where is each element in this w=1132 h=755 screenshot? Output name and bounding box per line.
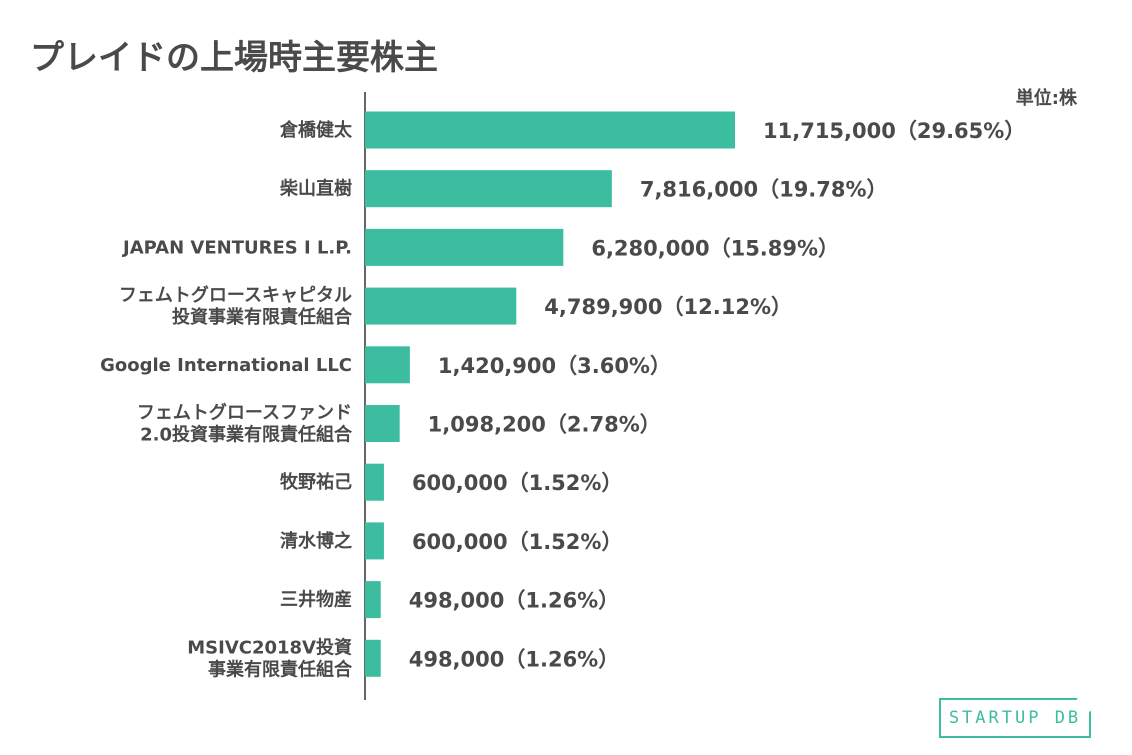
bar-5 [365,405,400,442]
bar-1 [365,170,612,208]
category-label-9-line-1: 事業有限責任組合 [208,658,353,680]
value-label-3: 4,789,900（12.12%） [544,295,792,319]
category-label-9-line-0: MSIVC2018V投資 [187,636,352,658]
category-label-7: 清水博之 [280,530,352,552]
value-label-7: 600,000（1.52%） [412,530,623,554]
value-label-6: 600,000（1.52%） [412,471,623,495]
category-label-4: Google International LLC [100,355,352,376]
value-label-0: 11,715,000（29.65%） [763,119,1025,143]
bar-4 [365,346,410,384]
bar-6 [365,463,384,501]
value-label-5: 1,098,200（2.78%） [428,413,661,437]
category-label-5-line-1: 2.0投資事業有限責任組合 [140,424,353,446]
category-label-3-line-1: 投資事業有限責任組合 [172,306,353,328]
chart-title: プレイドの上場時主要株主 [30,38,438,78]
value-label-9: 498,000（1.26%） [409,647,620,671]
category-label-2: JAPAN VENTURES I L.P. [121,237,352,258]
bar-3 [365,287,517,325]
startup-db-logo: STARTUP DB [939,698,1091,738]
category-label-6: 牧野祐己 [280,471,352,493]
unit-label: 単位:株 [1015,88,1077,109]
value-label-8: 498,000（1.26%） [409,589,620,613]
bar-8 [365,581,381,619]
value-label-2: 6,280,000（15.89%） [591,236,839,260]
category-label-3-line-0: フェムトグロースキャピタル [119,284,352,306]
category-label-8: 三井物産 [280,589,352,611]
bar-2 [365,228,564,266]
bar-0 [365,111,735,149]
bar-7 [365,522,384,560]
category-label-0: 倉橋健太 [279,119,353,141]
category-label-1: 柴山直樹 [279,178,352,200]
value-label-4: 1,420,900（3.60%） [438,354,671,378]
bar-9 [365,639,381,677]
value-label-1: 7,816,000（19.78%） [640,178,888,202]
category-label-5-line-0: フェムトグロースファンド [137,402,352,424]
logo-text: STARTUP DB [948,708,1082,728]
